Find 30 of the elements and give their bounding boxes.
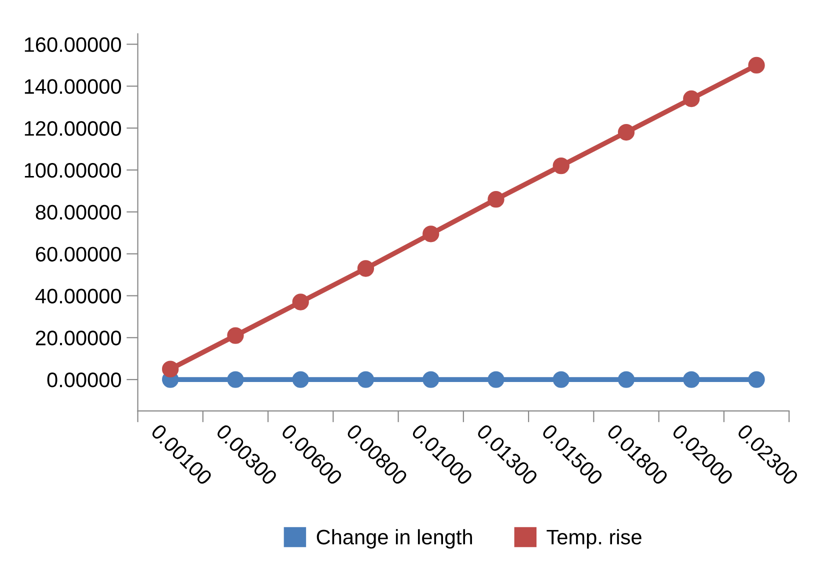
point <box>162 360 179 378</box>
y-tick-label: 80.00000 <box>36 204 121 220</box>
point <box>748 371 765 388</box>
point <box>227 327 244 344</box>
y-tick-label: 0.00000 <box>47 372 121 388</box>
point <box>618 124 635 141</box>
point <box>552 157 570 174</box>
point <box>618 371 635 388</box>
y-tick-label: 60.00000 <box>36 246 121 262</box>
point <box>683 371 700 388</box>
legend-label: Temp. rise <box>546 529 642 549</box>
y-tick-label: 100.00000 <box>24 162 121 178</box>
point <box>357 260 374 277</box>
point <box>422 371 440 388</box>
point <box>227 371 244 388</box>
point <box>357 371 374 388</box>
point <box>488 371 504 388</box>
legend-label: Change in length <box>316 529 472 549</box>
point <box>292 294 309 310</box>
point <box>488 191 504 208</box>
point <box>422 226 440 242</box>
y-tick-label: 140.00000 <box>24 79 121 94</box>
point <box>683 90 700 108</box>
y-tick-label: 160.00000 <box>24 37 121 52</box>
y-tick-label: 20.00000 <box>36 330 121 346</box>
y-tick-label: 120.00000 <box>24 121 121 136</box>
y-tick-label: 40.00000 <box>35 288 121 304</box>
point <box>552 371 570 388</box>
point <box>748 56 765 74</box>
point <box>292 371 309 388</box>
